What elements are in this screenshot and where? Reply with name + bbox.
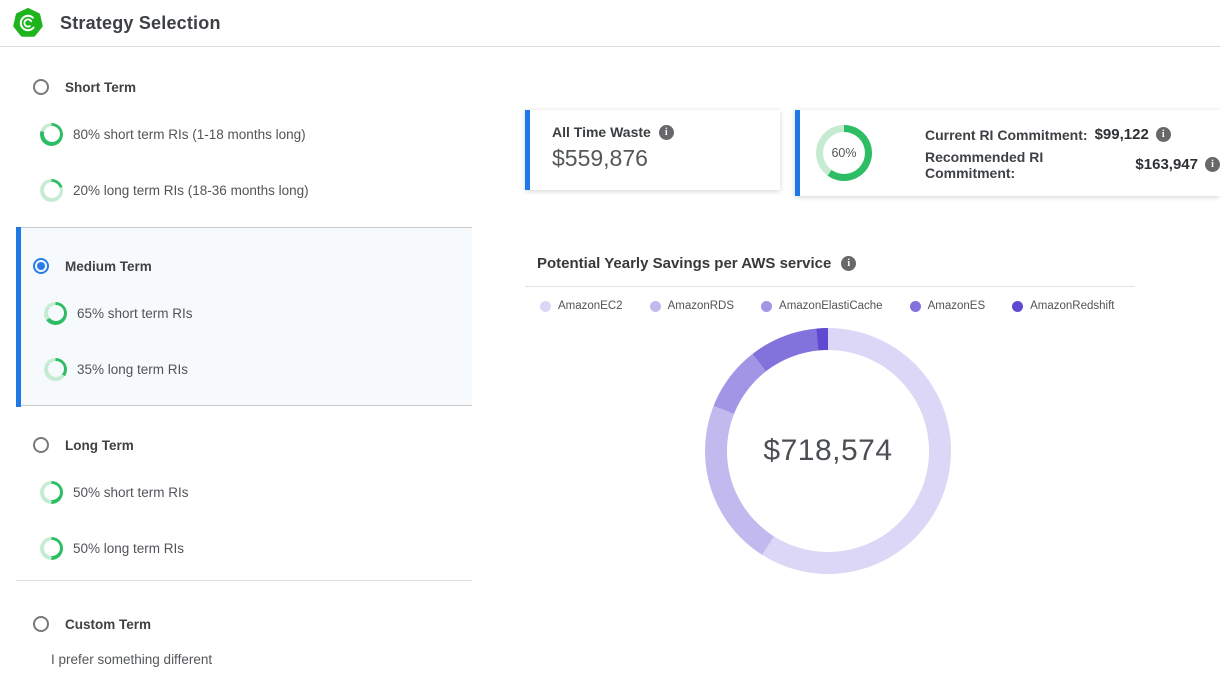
strategy-detail-row: 80% short term RIs (1-18 months long) — [16, 117, 472, 151]
custom-term-description: I prefer something different — [51, 652, 213, 667]
radio-short-term[interactable] — [33, 79, 49, 95]
legend-label: AmazonES — [927, 300, 986, 312]
selected-strategy-accent-bar — [16, 227, 21, 407]
app-logo-icon — [13, 8, 43, 37]
selected-strategy-highlight — [16, 227, 472, 406]
current-commitment-value: $99,122 — [1094, 126, 1149, 143]
commitment-gauge-label: 60% — [831, 146, 857, 160]
ri-commitment-card: 60% Current RI Commitment: $99,122 Recom… — [795, 110, 1220, 196]
strategy-option-medium-term[interactable]: Medium Term — [16, 249, 472, 283]
strategy-detail-row: 50% long term RIs — [16, 531, 472, 565]
recommended-commitment-value: $163,947 — [1135, 156, 1198, 173]
section-divider — [16, 580, 472, 581]
legend-dot-icon — [540, 300, 551, 312]
strategy-option-long-term[interactable]: Long Term — [16, 428, 472, 462]
legend-item-amazonelasticache[interactable]: AmazonElastiCache — [761, 300, 883, 312]
chart-divider — [525, 286, 1135, 287]
strategy-detail-label: 20% long term RIs (18-36 months long) — [73, 182, 309, 198]
legend-item-amazonredshift[interactable]: AmazonRedshift — [1012, 300, 1115, 312]
legend-item-amazonec2[interactable]: AmazonEC2 — [540, 300, 623, 312]
strategy-detail-row: 35% long term RIs — [16, 352, 472, 386]
strategy-detail-label: 80% short term RIs (1-18 months long) — [73, 126, 306, 142]
recommended-commitment-label: Recommended RI Commitment: — [925, 148, 1044, 181]
strategy-detail-label: 65% short term RIs — [77, 305, 193, 321]
chart-title-row: Potential Yearly Savings per AWS service — [537, 255, 857, 272]
info-icon[interactable] — [1155, 127, 1171, 142]
radio-long-term[interactable] — [33, 437, 49, 453]
strategy-detail-row: 50% short term RIs — [16, 475, 472, 509]
savings-donut-chart: $718,574 — [705, 328, 951, 574]
legend-label: AmazonRedshift — [1030, 300, 1115, 312]
info-icon[interactable] — [841, 256, 857, 271]
legend-label: AmazonRDS — [667, 300, 735, 312]
strategy-detail-label: 35% long term RIs — [77, 361, 189, 377]
header: Strategy Selection — [0, 0, 1220, 47]
all-time-waste-card: All Time Waste $559,876 — [525, 110, 780, 190]
legend-dot-icon — [1012, 300, 1024, 312]
all-time-waste-label: All Time Waste — [552, 124, 651, 140]
page-title: Strategy Selection — [60, 13, 221, 33]
current-commitment-label: Current RI Commitment: — [925, 126, 1088, 143]
current-commitment-row: Current RI Commitment: $99,122 — [925, 124, 1220, 145]
strategy-option-label: Short Term — [65, 79, 137, 95]
info-icon[interactable] — [1205, 157, 1220, 172]
strategy-detail-row: 65% short term RIs — [16, 296, 472, 330]
strategy-option-short-term[interactable]: Short Term — [16, 70, 472, 104]
chart-title: Potential Yearly Savings per AWS service — [537, 255, 832, 272]
info-icon[interactable] — [658, 124, 674, 140]
radio-custom-term[interactable] — [33, 616, 49, 632]
strategy-option-custom-term[interactable]: Custom Term — [16, 607, 472, 641]
radio-medium-term[interactable] — [33, 258, 49, 274]
donut-center-value: $718,574 — [763, 434, 893, 467]
legend-dot-icon — [909, 300, 921, 312]
percent-ring-icon — [40, 536, 63, 560]
commitment-gauge: 60% — [816, 125, 872, 181]
legend-item-amazonrds[interactable]: AmazonRDS — [649, 300, 735, 312]
legend-item-amazones[interactable]: AmazonES — [909, 300, 986, 312]
legend-label: AmazonEC2 — [558, 300, 623, 312]
percent-ring-icon — [44, 301, 67, 325]
strategy-detail-label: 50% short term RIs — [73, 484, 189, 500]
strategy-option-label: Custom Term — [65, 616, 152, 632]
legend-dot-icon — [761, 300, 773, 312]
percent-ring-icon — [40, 122, 63, 146]
strategy-detail-row: 20% long term RIs (18-36 months long) — [16, 173, 472, 207]
recommended-commitment-row: Recommended RI Commitment: $163,947 — [925, 149, 1220, 181]
strategy-detail-label: 50% long term RIs — [73, 540, 185, 556]
legend-dot-icon — [649, 300, 661, 312]
strategy-option-label: Long Term — [65, 437, 134, 453]
chart-legend: AmazonEC2 AmazonRDS AmazonElastiCache Amazo… — [540, 300, 1115, 312]
percent-ring-icon — [40, 178, 63, 202]
legend-label: AmazonElastiCache — [779, 300, 883, 312]
strategy-option-label: Medium Term — [65, 258, 152, 274]
percent-ring-icon — [44, 357, 67, 381]
all-time-waste-value: $559,876 — [552, 145, 648, 171]
percent-ring-icon — [40, 480, 63, 504]
